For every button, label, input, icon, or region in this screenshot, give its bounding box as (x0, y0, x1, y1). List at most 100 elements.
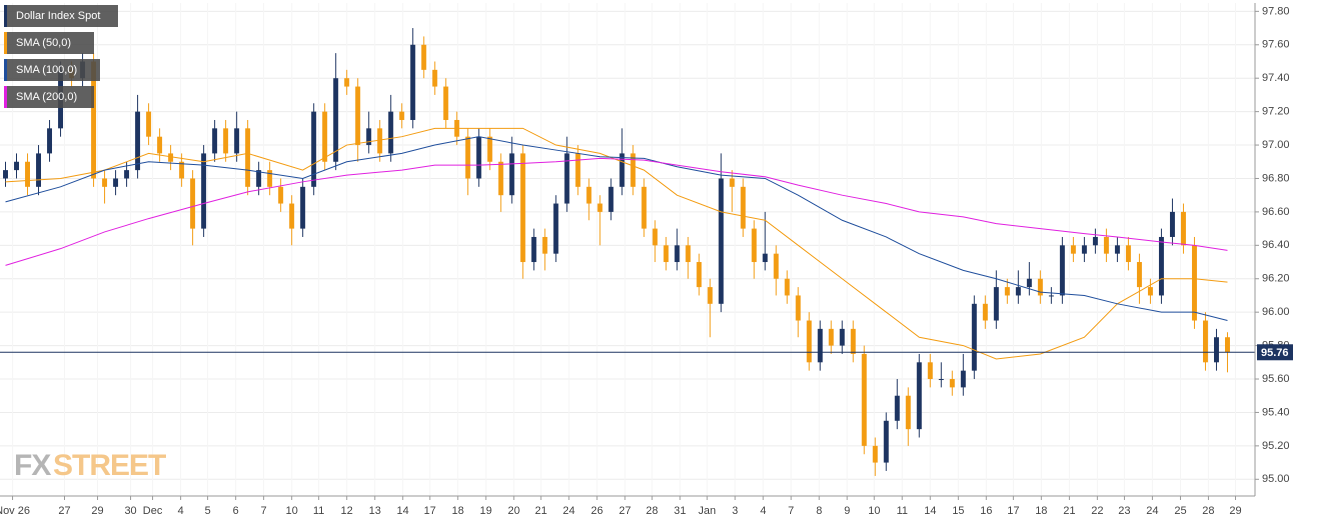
candle-body (14, 161, 19, 171)
candle-body (3, 170, 8, 179)
candle-body (212, 128, 218, 154)
x-tick-label: 24 (1146, 505, 1158, 517)
x-tick-label: Jan (698, 505, 716, 517)
x-tick-label: 31 (674, 505, 686, 517)
candle-body (322, 111, 328, 162)
candle-body (938, 379, 944, 381)
candle-body (927, 362, 933, 380)
candle-body (586, 186, 592, 204)
candle-body (619, 153, 625, 187)
candle-body (476, 136, 482, 179)
candle-body (718, 178, 724, 304)
watermark-street: STREET (53, 449, 166, 482)
x-tick-label: 4 (760, 505, 766, 517)
candle-body (388, 111, 394, 154)
x-tick-label: Nov 26 (0, 505, 30, 517)
candle-body (1048, 295, 1054, 297)
candle-body (608, 186, 614, 212)
candle-body (91, 61, 97, 179)
x-tick-label: 3 (732, 505, 738, 517)
candle-body (234, 128, 240, 154)
y-tick-label: 97.80 (1262, 5, 1290, 17)
candle-body (421, 44, 427, 70)
x-tick-label: 10 (286, 505, 298, 517)
legend-box (4, 32, 94, 54)
candle-body (542, 236, 548, 254)
candle-body (410, 44, 416, 120)
candle-body (333, 78, 339, 162)
y-tick-label: 96.00 (1262, 306, 1290, 318)
x-tick-label: 29 (1229, 505, 1241, 517)
candle-body (696, 262, 702, 288)
candle-body (531, 236, 537, 263)
legend-swatch (4, 59, 7, 81)
candle-body (817, 328, 823, 363)
candle-body (509, 153, 515, 196)
x-tick-label: 24 (563, 505, 575, 517)
candle-body (1158, 236, 1164, 296)
candle-body (564, 153, 570, 204)
candle-body (894, 395, 900, 421)
candle-body (201, 153, 207, 229)
x-tick-label: 20 (508, 505, 520, 517)
x-tick-label: Dec (143, 505, 163, 517)
x-tick-label: 18 (1035, 505, 1047, 517)
candle-body (883, 420, 889, 463)
candle-body (289, 203, 295, 229)
x-tick-label: 21 (535, 505, 547, 517)
candle-body (179, 161, 185, 179)
y-tick-label: 97.40 (1262, 72, 1290, 84)
x-tick-label: 18 (452, 505, 464, 517)
y-tick-label: 96.60 (1262, 206, 1290, 218)
x-tick-label: 29 (91, 505, 103, 517)
candle-body (1026, 278, 1032, 288)
candle-body (1015, 287, 1021, 296)
x-tick-label: 17 (1007, 505, 1019, 517)
candle-body (1125, 245, 1131, 263)
candle-body (806, 320, 812, 363)
candle-body (553, 203, 559, 254)
candle-body (432, 69, 438, 87)
candle-body (190, 178, 196, 229)
x-tick-label: 10 (868, 505, 880, 517)
x-tick-label: 28 (1202, 505, 1214, 517)
candle-body (465, 136, 471, 179)
x-tick-label: 27 (619, 505, 631, 517)
candle-body (762, 253, 768, 263)
x-tick-label: 7 (261, 505, 267, 517)
candle-body (1004, 287, 1010, 296)
candle-body (751, 228, 757, 263)
candle-body (498, 161, 504, 196)
candle-body (256, 170, 262, 187)
axes: 95.0095.2095.4095.6095.8096.0096.2096.40… (0, 3, 1293, 517)
candle-body (795, 295, 801, 321)
legend-box (4, 86, 94, 108)
candle-body (1191, 245, 1197, 321)
candle-body (1180, 211, 1186, 246)
marks (0, 28, 1255, 476)
legend-swatch (4, 86, 7, 108)
candle-body (652, 228, 658, 246)
candle-body (36, 153, 42, 187)
candle-body (872, 445, 878, 463)
x-tick-label: 25 (1174, 505, 1186, 517)
x-tick-label: 19 (480, 505, 492, 517)
candle-body (520, 153, 526, 263)
watermark-fx: FX (14, 449, 51, 482)
legend-swatch (4, 5, 7, 27)
candle-body (168, 153, 174, 162)
candle-body (861, 353, 867, 446)
candle-body (850, 328, 856, 354)
x-tick-label: 14 (924, 505, 936, 517)
candle-body (300, 186, 306, 229)
candle-body (487, 136, 493, 162)
candle-body (828, 328, 834, 346)
legend-label: SMA (50,0) (16, 37, 71, 49)
candle-body (641, 186, 647, 229)
x-tick-label: 17 (424, 505, 436, 517)
candle-body (1136, 262, 1142, 288)
legend: Dollar Index Spot SMA (50,0) SMA (100,0) SM… (4, 5, 118, 108)
candle-body (366, 128, 372, 146)
